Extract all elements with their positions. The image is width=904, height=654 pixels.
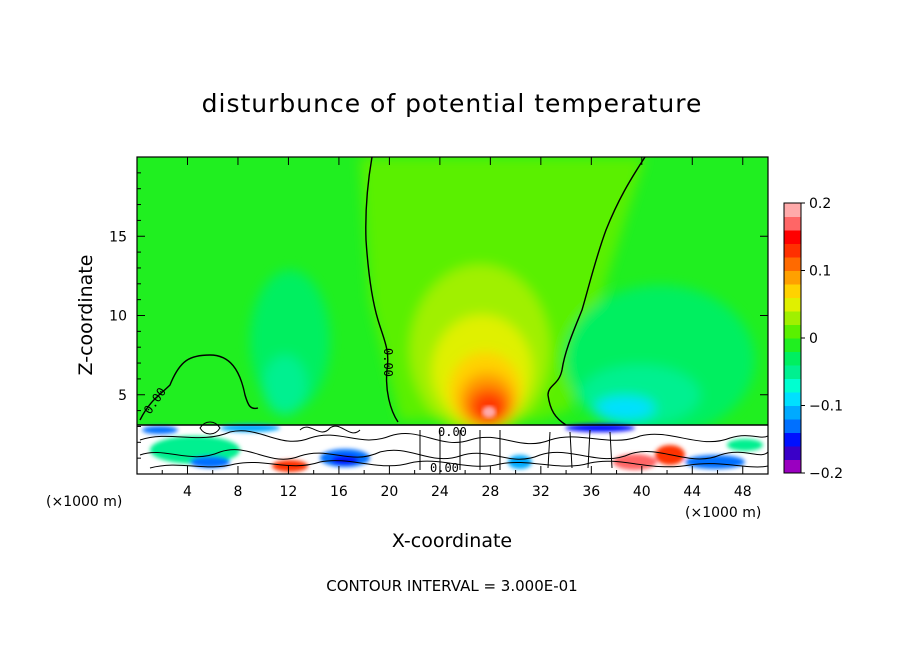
contour-label: 0.00 bbox=[381, 348, 395, 377]
colorbar-segment bbox=[784, 257, 801, 271]
y-axis-label: Z-coordinate bbox=[75, 255, 97, 376]
y-tick-label: 5 bbox=[118, 388, 127, 404]
colorbar-tick-label: −0.1 bbox=[809, 399, 843, 415]
colorbar-segment bbox=[784, 230, 801, 244]
colorbar-segment bbox=[784, 311, 801, 325]
colorbar-segment bbox=[784, 365, 801, 379]
x-tick-label: 32 bbox=[532, 484, 550, 500]
colorbar-segment bbox=[784, 446, 801, 460]
contour-interval-note: CONTOUR INTERVAL = 3.000E-01 bbox=[326, 577, 577, 595]
x-tick-label: 24 bbox=[431, 484, 449, 500]
colorbar-segment bbox=[784, 351, 801, 366]
colorbar-segment bbox=[784, 297, 801, 312]
x-tick-label: 16 bbox=[330, 484, 348, 500]
colorbar-segment bbox=[784, 338, 801, 352]
colorbar-segment bbox=[784, 243, 801, 258]
x-tick-label: 40 bbox=[633, 484, 651, 500]
x-tick-label: 20 bbox=[380, 484, 398, 500]
colorbar-segment bbox=[784, 432, 801, 447]
colorbar-segment bbox=[784, 284, 801, 298]
x-tick-label: 28 bbox=[481, 484, 499, 500]
y-tick-label: 10 bbox=[109, 309, 127, 325]
field-cool-right-core bbox=[595, 396, 655, 420]
zero-contours bbox=[137, 157, 768, 426]
chart-title: disturbunce of potential temperature bbox=[202, 89, 703, 118]
contour-label: 0.00 bbox=[438, 425, 467, 439]
surface-patches bbox=[142, 424, 763, 472]
colorbar-segment bbox=[784, 324, 801, 339]
x-unit-left: (×1000 m) bbox=[46, 494, 122, 510]
colorbar-tick-label: 0.2 bbox=[809, 196, 831, 212]
x-tick-label: 4 bbox=[183, 484, 192, 500]
plot-area bbox=[137, 157, 768, 474]
colorbar-segment bbox=[784, 419, 801, 433]
field-cool-left-inner bbox=[263, 355, 307, 415]
colorbar-segment bbox=[784, 270, 801, 285]
colorbar-segment bbox=[784, 459, 801, 474]
surface-contours bbox=[139, 421, 768, 470]
x-unit-right: (×1000 m) bbox=[685, 505, 761, 521]
colorbar-tick-label: 0 bbox=[809, 331, 818, 347]
field-warm-core bbox=[482, 406, 496, 418]
contour-label: 0.00 bbox=[430, 461, 459, 475]
colorbar-tick-label: −0.2 bbox=[809, 466, 843, 482]
y-tick-label: 15 bbox=[109, 229, 127, 245]
x-tick-label: 36 bbox=[582, 484, 600, 500]
colorbar bbox=[784, 203, 801, 474]
colorbar-labels: 0.2 0.1 0 −0.1 −0.2 bbox=[801, 196, 843, 482]
colorbar-segment bbox=[784, 378, 801, 393]
x-axis-label: X-coordinate bbox=[392, 530, 512, 552]
x-tick-label: 48 bbox=[734, 484, 752, 500]
colorbar-segment bbox=[784, 203, 801, 217]
colorbar-segment bbox=[784, 392, 801, 406]
x-tick-label: 8 bbox=[233, 484, 242, 500]
colorbar-segment bbox=[784, 216, 801, 231]
colorbar-tick-label: 0.1 bbox=[809, 264, 831, 280]
x-tick-label: 12 bbox=[280, 484, 298, 500]
colorbar-segment bbox=[784, 405, 801, 420]
x-tick-label: 44 bbox=[683, 484, 701, 500]
